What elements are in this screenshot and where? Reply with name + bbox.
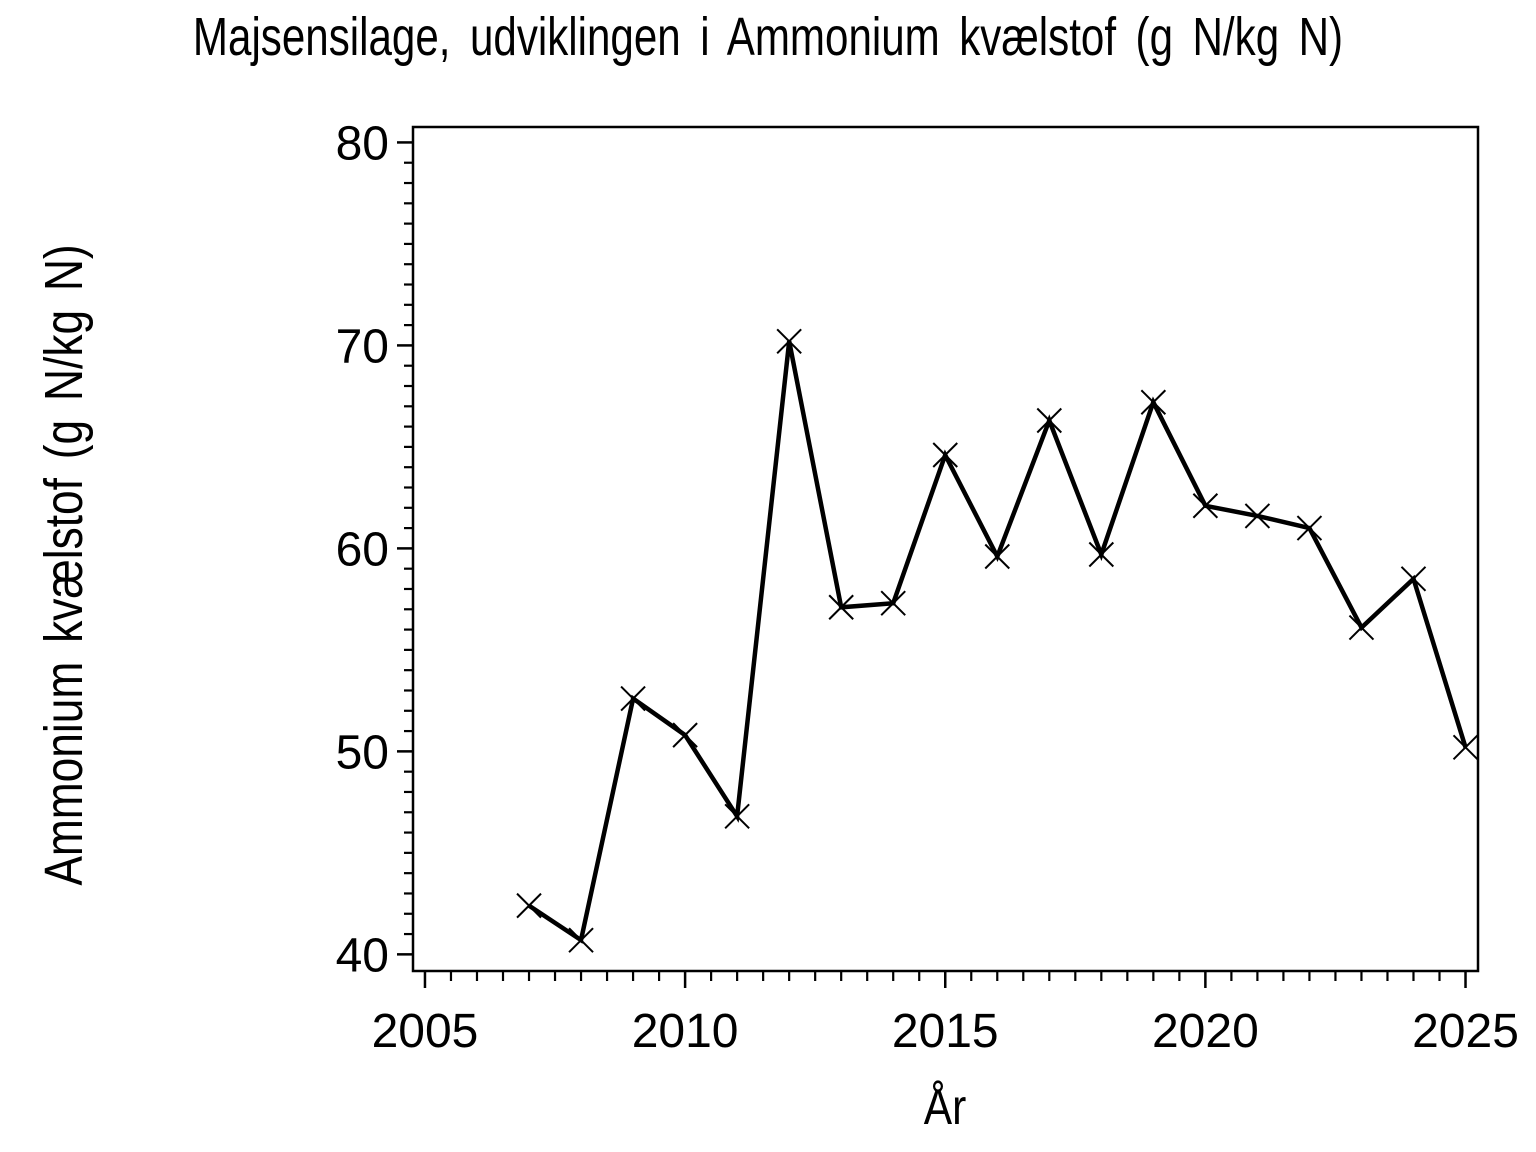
data-point-marker [620, 685, 646, 712]
data-point-marker [984, 543, 1010, 570]
data-point-marker [932, 442, 958, 468]
data-point-marker [1192, 493, 1219, 519]
y-tick-label: 70 [336, 320, 389, 373]
data-point-marker [776, 328, 802, 355]
data-point-marker [828, 594, 854, 620]
data-point-marker [1400, 566, 1427, 592]
data-point-marker [1348, 614, 1375, 641]
data-line [527, 340, 1468, 944]
data-point-marker [724, 803, 750, 830]
data-point-marker [1296, 515, 1323, 541]
data-point-marker [1244, 503, 1271, 529]
data-point-marker [1088, 541, 1115, 568]
x-axis-title: År [923, 1079, 967, 1135]
x-tick-label: 2010 [632, 1005, 739, 1058]
x-tick-label: 2015 [892, 1005, 999, 1058]
data-point-marker [1036, 407, 1063, 434]
data-point-marker [672, 722, 698, 748]
x-tick-label: 2020 [1152, 1005, 1259, 1058]
chart-title: Majsensilage, udviklingen i Ammonium kvæ… [192, 7, 1344, 67]
y-tick-label: 60 [336, 523, 389, 576]
y-tick-label: 80 [336, 117, 389, 170]
plot-border [411, 125, 1480, 973]
data-point-marker [568, 927, 594, 953]
data-point-marker [880, 590, 906, 616]
y-tick-label: 40 [336, 929, 389, 982]
x-tick-label: 2025 [1412, 1005, 1519, 1058]
data-point-marker [1452, 734, 1479, 761]
data-point-marker [1140, 389, 1167, 415]
data-point-marker [516, 892, 542, 919]
x-tick-label: 2005 [372, 1005, 479, 1058]
y-tick-label: 50 [336, 726, 389, 779]
